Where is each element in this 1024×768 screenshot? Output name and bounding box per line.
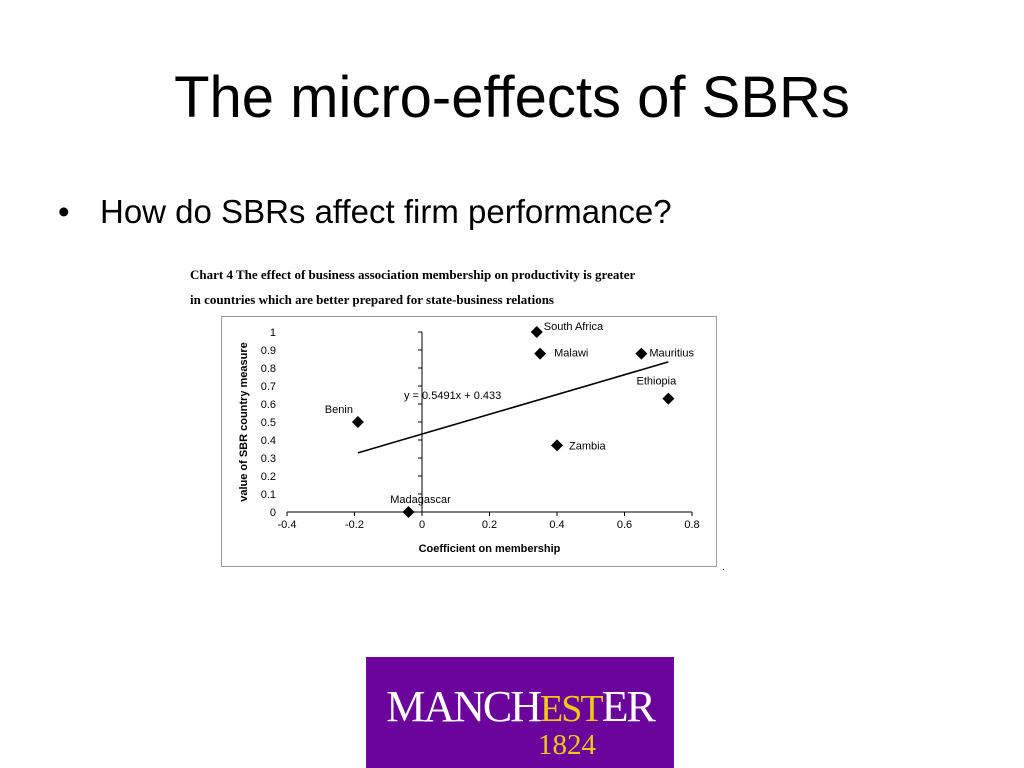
data-point: [551, 439, 563, 452]
bullet-text: How do SBRs affect firm performance?: [100, 193, 672, 230]
university-logo: MANCHESTER 1824: [366, 657, 674, 768]
x-tick-label: -0.2: [345, 519, 364, 531]
logo-text-c: ER: [601, 682, 656, 731]
logo-wordmark: MANCHESTER: [366, 683, 674, 733]
stray-mark: .: [722, 562, 725, 573]
data-point-label: Malawi: [554, 348, 588, 360]
data-point: [662, 392, 675, 405]
logo-text-a: MANCH: [386, 682, 542, 731]
y-tick-label: 0: [270, 507, 276, 519]
y-axis-title: value of SBR country measure: [238, 342, 250, 502]
chart-caption: Chart 4 The effect of business associati…: [190, 262, 770, 312]
data-point: [402, 506, 415, 518]
y-tick-label: 0.7: [261, 381, 276, 393]
x-tick-label: 0: [419, 519, 425, 531]
chart-frame: 0 0.1 0.2 0.3 0.4 0.5 0.6 0.7 0.8 0.9 1 -0.4 -0.2 0 0.…: [221, 316, 717, 567]
y-tick-label: 0.3: [261, 453, 276, 465]
data-point-label: Zambia: [569, 440, 607, 452]
bullet-item: • How do SBRs affect firm performance?: [58, 190, 672, 234]
chart-caption-line-2: in countries which are better prepared f…: [190, 292, 554, 307]
data-point: [635, 347, 648, 360]
data-point: [530, 326, 543, 338]
y-tick-label: 0.5: [261, 417, 276, 429]
y-tick-label: 0.9: [261, 345, 276, 357]
x-tick-label: 0.8: [684, 519, 699, 531]
x-tick-label: 0.2: [482, 519, 497, 531]
y-tick-label: 0.2: [261, 471, 276, 483]
x-tick-label: 0.6: [617, 519, 632, 531]
x-axis-title: Coefficient on membership: [419, 543, 561, 555]
data-point: [351, 416, 364, 428]
data-point-label: Mauritius: [649, 348, 694, 360]
data-point-label: Madagascar: [390, 494, 451, 506]
logo-year: 1824: [538, 729, 596, 761]
chart-caption-line-1: Chart 4 The effect of business associati…: [190, 267, 636, 282]
y-tick-label: 1: [270, 327, 276, 339]
y-tick-label: 0.4: [261, 435, 276, 447]
data-point-label: Benin: [325, 404, 353, 416]
y-tick-label: 0.6: [261, 399, 276, 411]
trendline-equation: y = 0.5491x + 0.433: [404, 390, 501, 402]
trendline: [357, 361, 669, 454]
logo-text-b: EST: [540, 688, 604, 730]
x-tick-label: 0.4: [549, 519, 564, 531]
data-point-label: Ethiopia: [636, 376, 677, 388]
slide-title: The micro-effects of SBRs: [174, 65, 850, 130]
scatter-chart: 0 0.1 0.2 0.3 0.4 0.5 0.6 0.7 0.8 0.9 1 -0.4 -0.2 0 0.…: [238, 321, 700, 555]
y-tick-label: 0.8: [261, 363, 276, 375]
y-tick-label: 0.1: [261, 489, 276, 501]
data-point: [534, 347, 547, 360]
x-tick-label: -0.4: [278, 519, 297, 531]
data-point-label: South Africa: [544, 321, 604, 333]
bullet-glyph: •: [58, 193, 70, 230]
